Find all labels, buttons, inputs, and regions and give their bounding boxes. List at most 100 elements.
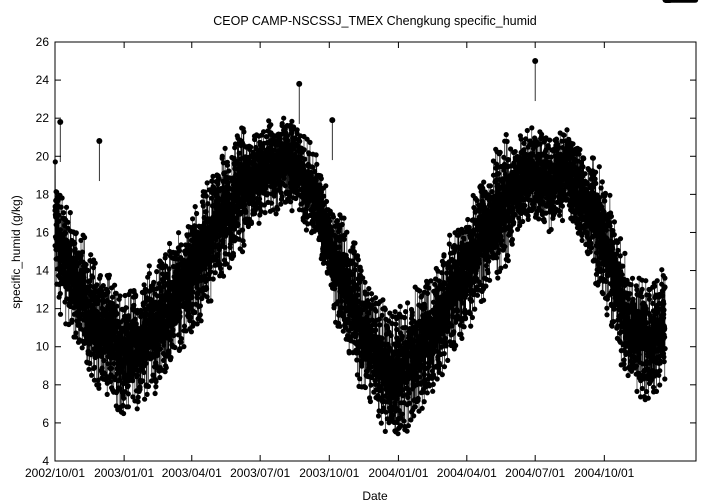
data-point <box>487 277 493 283</box>
data-point <box>406 390 412 396</box>
data-point <box>235 221 241 228</box>
data-point <box>462 316 469 322</box>
data-point <box>353 331 359 338</box>
data-point <box>451 329 457 335</box>
data-point <box>465 216 471 223</box>
data-point <box>395 431 401 437</box>
data-point <box>222 145 228 151</box>
data-point <box>208 269 214 275</box>
data-point <box>61 210 67 216</box>
data-point <box>167 240 173 247</box>
data-point <box>144 346 151 352</box>
data-point <box>279 193 285 200</box>
data-point <box>314 161 320 167</box>
data-point <box>367 398 373 405</box>
data-point <box>377 387 383 394</box>
data-point <box>383 409 389 415</box>
data-point <box>437 362 443 368</box>
data-point <box>461 236 467 242</box>
data-point <box>224 162 231 168</box>
data-point <box>142 396 148 402</box>
data-point <box>62 230 68 236</box>
data-point <box>121 410 127 417</box>
data-point <box>352 240 358 246</box>
data-point <box>252 136 258 143</box>
data-point <box>204 180 210 186</box>
data-point <box>357 376 363 382</box>
data-point <box>192 204 198 210</box>
data-point <box>83 262 89 268</box>
data-point <box>58 204 64 210</box>
data-point <box>435 332 441 338</box>
data-point <box>268 122 274 128</box>
data-point <box>135 399 141 405</box>
data-point <box>145 383 152 389</box>
data-point <box>130 307 136 313</box>
data-point <box>353 262 359 268</box>
data-point <box>154 269 160 275</box>
data-point <box>207 264 213 270</box>
data-point <box>352 267 358 273</box>
data-point <box>96 298 102 304</box>
data-point <box>81 275 87 281</box>
data-point <box>406 400 412 406</box>
data-point <box>116 353 122 359</box>
data-point <box>165 271 171 277</box>
data-point <box>56 212 62 218</box>
data-point <box>397 303 403 309</box>
data-point <box>85 267 91 273</box>
data-point <box>378 420 384 426</box>
data-point <box>483 283 489 289</box>
data-point <box>424 390 430 396</box>
data-point <box>78 237 84 243</box>
data-point <box>162 369 168 375</box>
data-point <box>402 315 408 321</box>
data-point <box>62 222 68 229</box>
data-point <box>158 288 164 294</box>
data-point <box>220 273 227 279</box>
data-point <box>190 216 196 222</box>
data-point <box>133 321 139 327</box>
data-point <box>285 137 291 143</box>
data-point <box>362 384 368 391</box>
data-point <box>405 423 411 429</box>
data-point <box>69 317 75 323</box>
data-point <box>489 189 495 195</box>
data-point <box>373 295 379 301</box>
data-point <box>161 339 167 345</box>
data-point <box>144 391 150 397</box>
data-point <box>91 364 98 370</box>
data-point <box>481 179 487 185</box>
data-point <box>337 323 343 329</box>
data-point <box>55 197 61 204</box>
data-point <box>439 372 445 378</box>
data-point <box>120 402 126 409</box>
data-point <box>171 332 177 338</box>
data-point <box>241 242 247 248</box>
data-point <box>415 395 421 401</box>
data-point <box>117 377 123 383</box>
data-point <box>90 265 97 271</box>
data-point <box>273 211 279 217</box>
data-point <box>159 317 165 323</box>
data-point <box>108 365 114 371</box>
data-point <box>208 298 214 304</box>
data-point <box>175 332 182 338</box>
data-point <box>72 240 78 246</box>
data-point <box>163 365 169 371</box>
data-point <box>178 336 184 342</box>
data-point <box>318 176 324 182</box>
data-point <box>226 168 232 174</box>
data-point <box>197 312 203 318</box>
data-point <box>98 353 104 359</box>
data-point <box>230 253 237 259</box>
data-point <box>181 323 188 329</box>
data-point <box>114 303 120 309</box>
data-point <box>166 350 172 356</box>
data-point <box>95 377 101 383</box>
data-point <box>130 378 136 384</box>
data-point <box>366 310 372 316</box>
data-point <box>140 378 146 384</box>
data-point <box>96 382 102 388</box>
data-point <box>379 335 385 341</box>
